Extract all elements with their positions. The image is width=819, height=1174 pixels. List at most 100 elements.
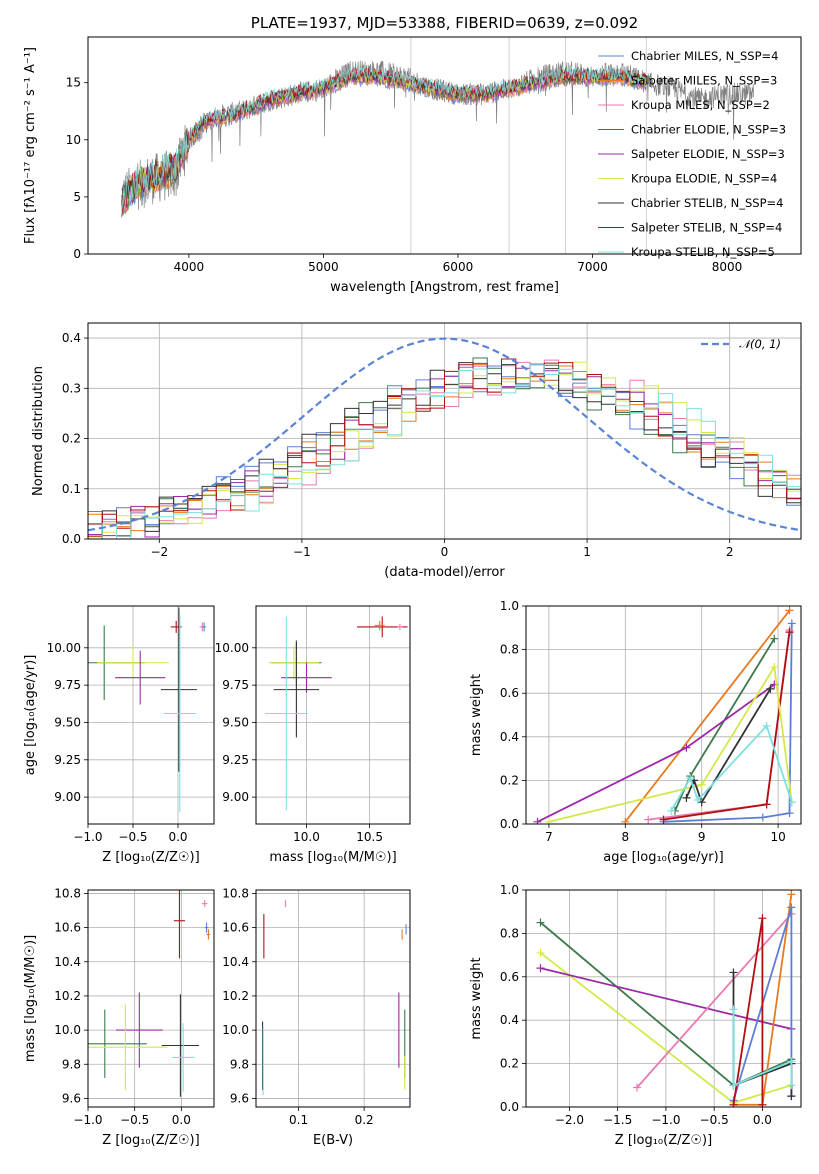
y-tick-label: 10.8	[222, 886, 249, 900]
legend-entry: 𝒩(0, 1)	[739, 337, 781, 351]
y-tick-label: 9.00	[222, 790, 249, 804]
y-tick-label: 9.6	[230, 1091, 249, 1105]
axes-frame	[525, 889, 802, 1108]
weight-marker	[787, 1081, 796, 1090]
x-tick-label: −0.5	[700, 1113, 729, 1127]
errorbar-point-salpeter_elodie	[281, 662, 332, 693]
legend-entry: Chabrier STELIB, N_SSP=4	[631, 196, 783, 210]
weight-series-kroupa_stelib	[732, 1009, 793, 1087]
plot-area-age_vs_mass	[264, 616, 408, 811]
y-tick-label: 0.0	[62, 532, 81, 546]
y-axis-label: mass weight	[469, 674, 484, 756]
weight-marker	[766, 684, 775, 693]
weight-marker	[682, 793, 691, 802]
weight-marker	[536, 948, 545, 957]
x-axis-label: age [log₁₀(age/yr)]	[603, 850, 724, 865]
plot-area-mass_vs_ebv	[262, 900, 407, 1096]
plot-area-mass_vs_Z	[88, 890, 211, 1097]
plot-area-residuals	[88, 337, 801, 539]
weight-marker	[621, 817, 630, 824]
weight-series-salpeter_elodie	[540, 967, 792, 1030]
axes-frame	[525, 605, 802, 825]
y-tick-label: 0.1	[62, 482, 81, 496]
y-tick-label: 10.0	[54, 1023, 81, 1037]
legend-entry: Salpeter STELIB, N_SSP=4	[631, 221, 782, 235]
weight-marker	[729, 968, 738, 977]
x-tick-label: 0.0	[168, 830, 187, 844]
errorbar-point-salpeter_miles	[206, 929, 211, 940]
legend-entry: Salpeter MILES, N_SSP=3	[631, 74, 777, 88]
x-axis-label: Z [log₁₀(Z/Z☉)]	[615, 1133, 712, 1148]
errorbar-point-kroupa_stelib	[163, 614, 196, 813]
y-tick-label: 9.25	[222, 753, 249, 767]
y-tick-label: 10.4	[222, 955, 249, 969]
errorbar-point-kroupa_elodie	[268, 646, 320, 680]
y-tick-label: 0.4	[62, 331, 81, 345]
x-axis-label: wavelength [Angstrom, rest frame]	[330, 280, 559, 295]
weight-marker	[682, 743, 691, 752]
weight-marker	[787, 1092, 796, 1101]
weight-marker	[785, 606, 794, 615]
model-spectrum-chabrier_miles	[121, 73, 647, 217]
plot-area-weight_vs_age	[533, 606, 796, 824]
weight-marker	[787, 890, 796, 899]
y-tick-label: 10.00	[47, 641, 81, 655]
x-tick-label: 0	[441, 545, 449, 559]
panel-age_vs_mass: 10.0 10.5 9.00 9.25 9.50 9.75 10.00 mass [log₁₀…	[215, 605, 411, 865]
x-tick-label: 0.2	[355, 1113, 374, 1127]
y-tick-label: 10.2	[54, 989, 81, 1003]
y-tick-label: 10.6	[54, 921, 81, 935]
weight-marker	[693, 796, 702, 805]
errorbar-point-salpeter_elodie	[116, 992, 163, 1068]
x-tick-label: −2.0	[555, 1113, 584, 1127]
chart-title: PLATE=1937, MJD=53388, FIBERID=0639, z=0…	[251, 14, 638, 32]
model-spectrum-salpeter_stelib	[121, 67, 647, 213]
y-tick-label: 9.6	[62, 1091, 81, 1105]
x-tick-label: 0.1	[289, 1113, 308, 1127]
y-axis-label: Normed distribution	[31, 366, 46, 496]
weight-series-salpeter_elodie	[537, 683, 775, 823]
weight-marker	[758, 1100, 767, 1107]
panel-spectrum: 4000 5000 6000 7000 8000 0 5 10 15 wavelength [An…	[23, 14, 802, 295]
x-tick-label: −0.5	[118, 830, 147, 844]
y-tick-label: 0	[73, 247, 81, 261]
weight-marker	[632, 1083, 641, 1092]
x-tick-label: 4000	[174, 260, 205, 274]
y-tick-label: 10.4	[54, 955, 81, 969]
y-tick-label: 5	[73, 190, 81, 204]
weight-marker	[758, 914, 767, 923]
y-tick-label: 0.2	[500, 773, 519, 787]
x-axis-label: (data-model)/error	[384, 565, 505, 580]
x-tick-label: 1	[583, 545, 591, 559]
weight-marker	[787, 903, 796, 912]
histogram-kroupa_stelib	[88, 364, 801, 539]
panel-weight_vs_age: 7 8 9 10 0.0 0.2 0.4 0.6 0.8 1.0 age [log₁₀(age/yr…	[469, 599, 802, 865]
x-axis-label: mass [log₁₀(M/M☉)]	[269, 850, 396, 865]
weight-series-kroupa_miles	[636, 913, 793, 1089]
errorbar-point-chabrier_elodie	[88, 1009, 147, 1078]
legend-entry: Salpeter ELODIE, N_SSP=3	[631, 147, 785, 161]
plot-area-weight_vs_Z	[536, 890, 796, 1107]
weight-marker	[533, 817, 542, 824]
y-tick-label: 0.6	[500, 970, 519, 984]
plot-area-age_vs_Z	[88, 607, 206, 813]
panel-mass_vs_Z: −1.0 −0.5 0.0 9.6 9.8 10.0 10.2 10.4 10.6 10.8 Z […	[23, 886, 215, 1148]
x-tick-label: 10.5	[356, 830, 383, 844]
weight-series-chabrier_elodie	[674, 638, 776, 812]
legend-entry: Chabrier MILES, N_SSP=4	[631, 49, 778, 63]
y-tick-label: 9.50	[54, 715, 81, 729]
weight-marker	[787, 1057, 796, 1066]
y-tick-label: 9.75	[222, 678, 249, 692]
weight-marker	[785, 809, 794, 818]
errorbar-point-kroupa_stelib	[264, 616, 308, 811]
model-spectrum-kroupa_elodie	[121, 69, 647, 214]
model-spectrum-kroupa_stelib	[121, 66, 647, 211]
weight-marker	[697, 780, 706, 789]
y-tick-label: 9.00	[54, 790, 81, 804]
y-tick-label: 0.4	[500, 1013, 519, 1027]
x-tick-label: −1.0	[651, 1113, 680, 1127]
weight-marker	[758, 813, 767, 822]
y-axis-label: mass weight	[469, 957, 484, 1039]
weight-marker	[686, 774, 695, 783]
